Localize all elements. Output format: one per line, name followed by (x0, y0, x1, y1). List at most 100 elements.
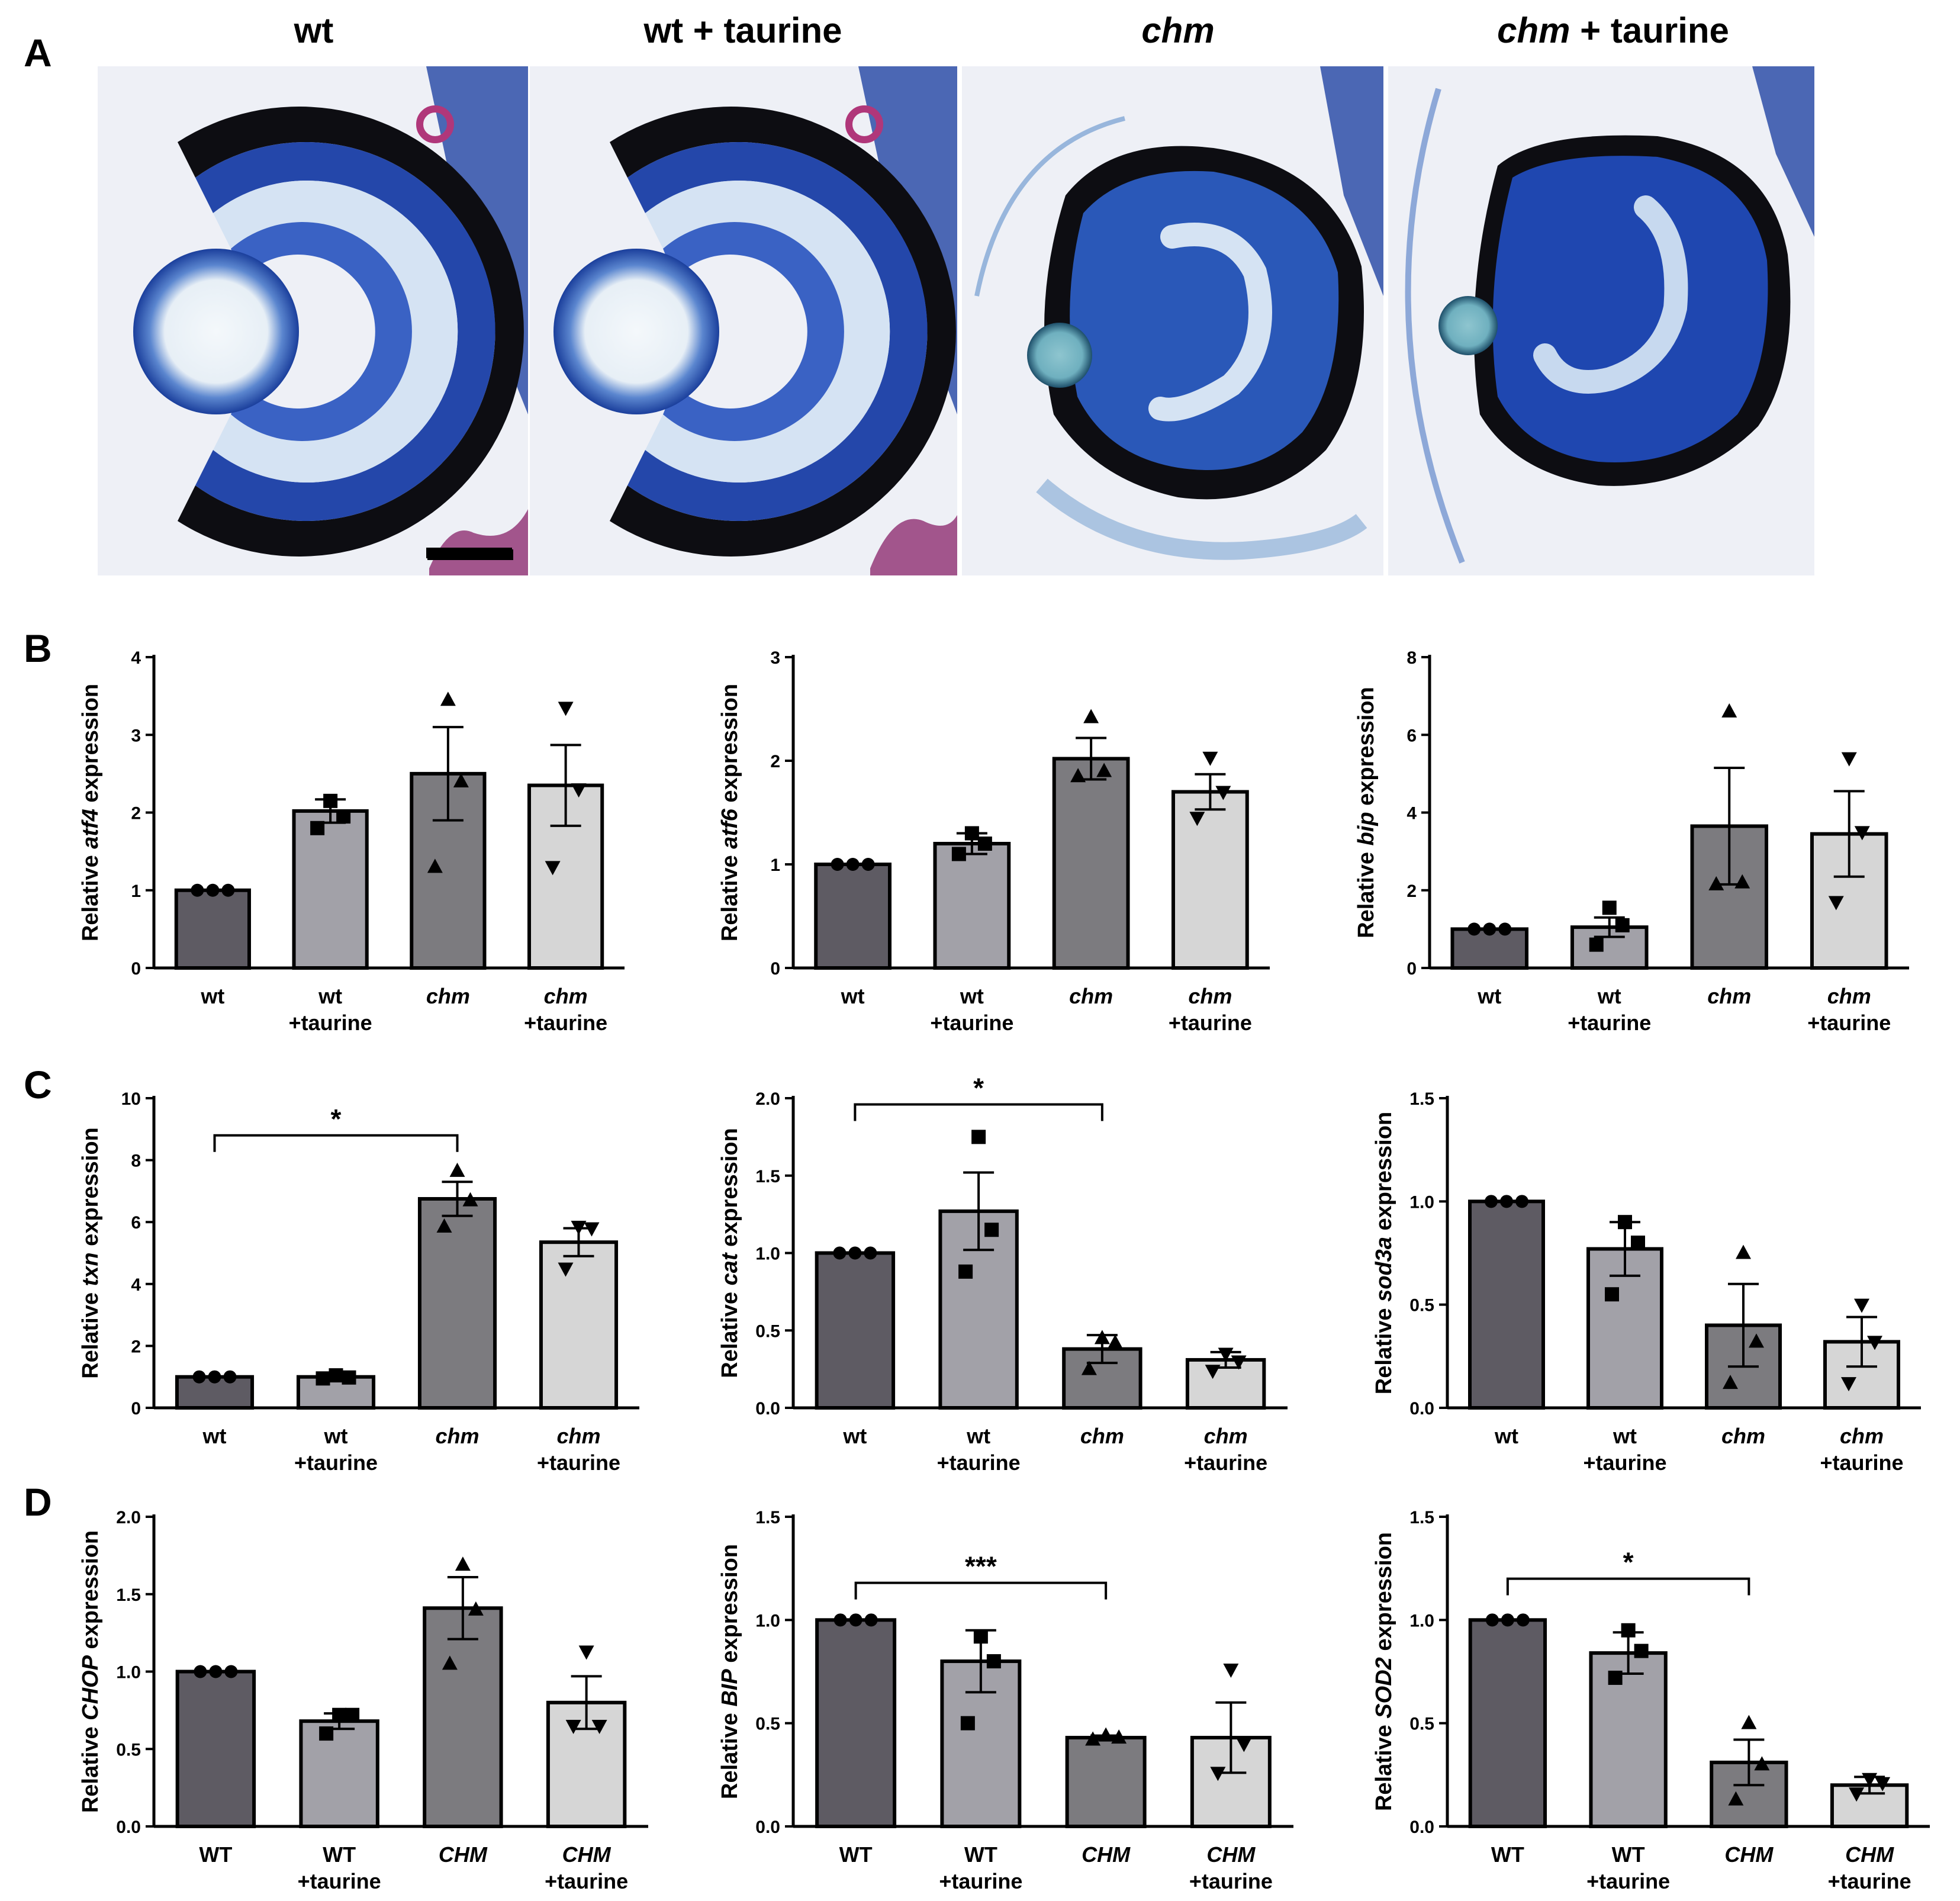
y-tick-label: 1.5 (755, 1167, 780, 1186)
y-tick-label: 0 (770, 959, 780, 979)
y-axis-label: Relative CHOP expression (78, 1530, 103, 1813)
data-point (578, 1645, 594, 1660)
data-point (1867, 1336, 1882, 1350)
y-tick-label: 0.5 (1409, 1715, 1434, 1734)
histology-image-wt-taurine (530, 66, 957, 575)
data-point (1749, 1333, 1764, 1348)
data-point (1754, 1756, 1770, 1771)
y-tick-label: 0.5 (755, 1321, 780, 1341)
data-point (1189, 812, 1205, 826)
data-point (833, 1613, 847, 1627)
data-point (864, 1246, 877, 1260)
data-point (977, 837, 992, 851)
y-axis-label: Relative BIP expression (717, 1544, 742, 1799)
y-axis-label: Relative cat expression (717, 1128, 742, 1378)
data-point (1634, 1643, 1649, 1658)
significance-label: * (1623, 1547, 1634, 1578)
histology-image-chm (962, 66, 1383, 575)
data-point (323, 793, 338, 808)
x-category-label: chm (1840, 1424, 1884, 1448)
data-point (1085, 1731, 1101, 1746)
y-tick-label: 3 (131, 726, 141, 745)
panel-letter-c: C (24, 1063, 52, 1106)
data-point (319, 1726, 334, 1741)
y-tick-label: 6 (131, 1213, 141, 1233)
bar-3 (417, 1196, 497, 1410)
x-category-label-line2: +taurine (298, 1869, 381, 1893)
data-point (209, 1665, 223, 1678)
data-point (1081, 1360, 1097, 1375)
x-category-label: wt (1597, 984, 1621, 1008)
data-point (1485, 1195, 1498, 1208)
data-point (1223, 1664, 1239, 1678)
x-category-label: wt (1477, 984, 1501, 1008)
y-tick-label: 1.5 (1409, 1508, 1434, 1527)
x-category-label-line2: +taurine (524, 1011, 607, 1035)
y-axis-label: Relative SOD2 expression (1372, 1532, 1396, 1811)
data-point (558, 1262, 574, 1277)
x-category-label: wt (966, 1424, 990, 1448)
y-tick-label: 2 (770, 752, 780, 771)
x-category-label: CHM (1206, 1842, 1256, 1867)
data-point (1483, 922, 1496, 936)
y-axis-label: Relative atf6 expression (717, 684, 742, 941)
x-category-label: WT (1491, 1842, 1524, 1867)
data-point (986, 1654, 1001, 1669)
data-point (1236, 1738, 1252, 1752)
data-point (831, 858, 844, 871)
x-category-label: chm (1721, 1424, 1765, 1448)
y-tick-label: 1.5 (116, 1585, 141, 1605)
data-point (1741, 1715, 1757, 1729)
data-point (864, 1613, 878, 1627)
data-point (1608, 1670, 1623, 1685)
histology-image-chm-taurine (1388, 66, 1814, 575)
data-point (1602, 900, 1617, 915)
significance-label: * (331, 1104, 342, 1134)
x-category-label-line2: +taurine (1586, 1869, 1670, 1893)
x-category-label-line2: +taurine (1169, 1011, 1252, 1035)
data-point (545, 861, 561, 876)
y-tick-label: 2.0 (755, 1089, 780, 1109)
data-point (1708, 876, 1724, 890)
bar-1 (814, 863, 892, 970)
y-tick-label: 1.0 (1409, 1192, 1434, 1212)
bar-3 (1052, 757, 1130, 970)
data-point (558, 702, 574, 716)
data-point (1728, 1791, 1744, 1806)
y-axis-label: Relative sod3a expression (1372, 1112, 1396, 1394)
significance-bracket (1506, 1577, 1750, 1596)
data-point (1854, 826, 1870, 841)
data-point (1875, 1777, 1891, 1791)
x-category-label: WT (839, 1842, 873, 1867)
data-point (1841, 1377, 1856, 1392)
x-category-label: WT (199, 1842, 232, 1867)
data-point (1736, 1244, 1751, 1259)
data-point (833, 1246, 847, 1260)
data-point (1215, 786, 1231, 800)
data-point (971, 1130, 986, 1144)
chart-atf6: 0 1 2 3 wt wt +taurine chm chm +taurine Relative a… (717, 648, 1270, 1035)
data-point (342, 1370, 356, 1385)
y-tick-label: 0.0 (755, 1399, 780, 1418)
data-point (1083, 709, 1099, 723)
x-category-label: wt (1494, 1424, 1518, 1448)
bar-4 (539, 1240, 619, 1410)
x-category-label: CHM (562, 1842, 612, 1867)
data-point (1849, 1787, 1865, 1802)
panel-letter-b: B (24, 626, 52, 670)
data-point (194, 1665, 207, 1678)
panel-letter-d: D (24, 1480, 52, 1524)
x-category-label: chm (1080, 1424, 1124, 1448)
y-tick-label: 6 (1407, 726, 1417, 745)
y-axis-label: Relative bip expression (1354, 687, 1379, 938)
data-point (221, 883, 235, 897)
histology-title-wt: wt (294, 11, 334, 50)
x-category-label-line2: +taurine (937, 1450, 1021, 1475)
x-category-label-line2: +taurine (537, 1450, 620, 1475)
data-point (206, 883, 220, 897)
y-tick-label: 1 (131, 882, 141, 901)
data-point (192, 1370, 206, 1384)
